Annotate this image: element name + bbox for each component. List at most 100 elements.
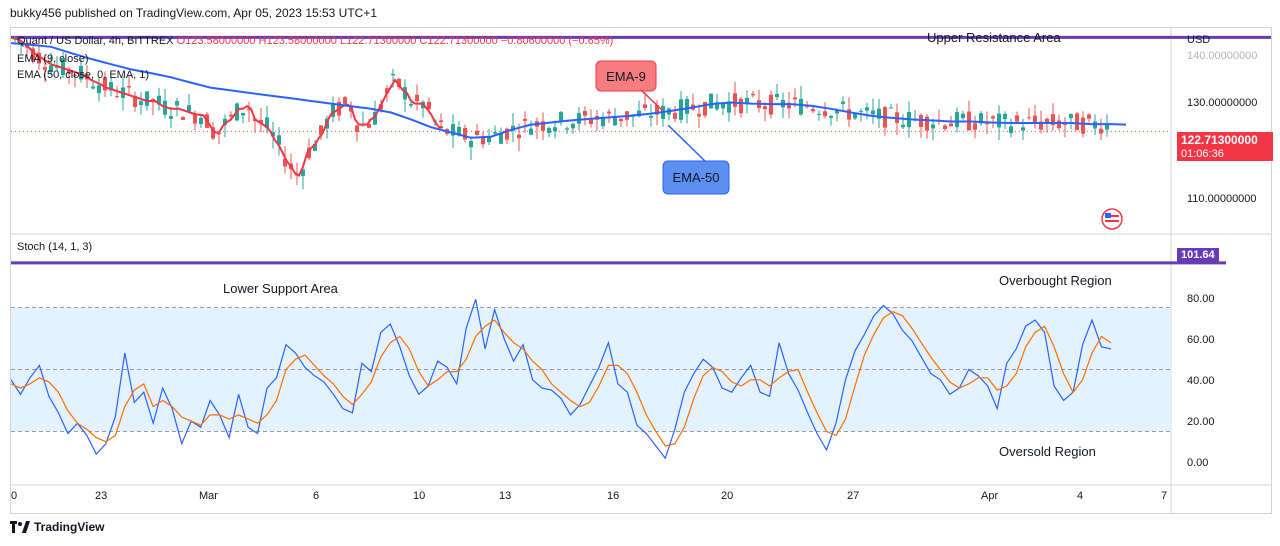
ema50-callout-text: EMA-50 xyxy=(673,170,720,185)
candle-body xyxy=(373,111,377,125)
ema9-legend[interactable]: EMA (9, close) xyxy=(17,53,89,65)
candle-body xyxy=(61,57,65,76)
tradingview-logo-icon xyxy=(10,521,30,533)
candle-body xyxy=(505,128,509,140)
us-flag-stripe xyxy=(1105,215,1119,217)
time-tick: Apr xyxy=(981,490,999,502)
stoch-tick-0: 0.00 xyxy=(1187,457,1209,469)
candle-body xyxy=(181,117,185,120)
candle-body xyxy=(475,130,479,136)
candle-body xyxy=(865,107,869,111)
candle-body xyxy=(1087,114,1091,119)
ema50-line xyxy=(11,42,1127,139)
candle-body xyxy=(283,158,287,167)
currency-label: USD xyxy=(1187,34,1211,46)
candle-body xyxy=(649,115,653,118)
candle-body xyxy=(31,48,35,61)
candle-body xyxy=(403,87,407,100)
candle-body xyxy=(217,132,221,135)
candle-body xyxy=(355,125,359,132)
candle-body xyxy=(655,105,659,115)
candle-body xyxy=(931,124,935,129)
candle-body xyxy=(463,128,467,140)
ema9-callout-box xyxy=(595,60,657,92)
candle-body xyxy=(67,69,71,74)
stoch-tick-40: 40.00 xyxy=(1187,375,1215,387)
candle-body xyxy=(385,88,389,94)
ema9-line xyxy=(11,36,443,178)
candle-body xyxy=(97,85,101,94)
published-caption: bukky456 published on TradingView.com, A… xyxy=(10,6,378,20)
candle-body xyxy=(547,128,551,133)
price-tick-130: 130.00000000 xyxy=(1187,97,1258,109)
stoch-tick-80: 80.00 xyxy=(1187,293,1215,305)
candle-body xyxy=(949,123,953,127)
candle-body xyxy=(919,114,923,128)
price-tick-110: 110.00000000 xyxy=(1187,193,1257,205)
stoch-tick-60: 60.00 xyxy=(1187,334,1215,346)
candle-body xyxy=(427,101,431,110)
last-price-tag: 122.71300000 xyxy=(1177,132,1273,148)
stoch-legend[interactable]: Stoch (14, 1, 3) xyxy=(17,241,93,253)
candle-body xyxy=(103,77,107,91)
candle-body xyxy=(673,112,677,119)
candle-body xyxy=(319,125,323,135)
candle-body xyxy=(1069,113,1073,119)
candle-body xyxy=(721,103,725,109)
footer-brand[interactable]: TradingView xyxy=(34,520,105,534)
candle-body xyxy=(1099,128,1103,134)
candle-body xyxy=(739,98,743,114)
candle-body xyxy=(1045,118,1049,123)
candle-body xyxy=(877,108,881,119)
candle-body xyxy=(175,101,179,106)
candle-body xyxy=(127,86,131,88)
candle-body xyxy=(487,136,491,143)
candle-body xyxy=(223,118,227,125)
candle-body xyxy=(997,113,1001,128)
candle-body xyxy=(991,116,995,119)
candle-body xyxy=(1075,113,1079,131)
candle-body xyxy=(775,93,779,98)
candle-body xyxy=(1051,114,1055,126)
candle-body xyxy=(811,108,815,112)
candle-body xyxy=(115,96,119,98)
time-tick: 13 xyxy=(499,490,512,502)
candle-body xyxy=(1021,127,1025,131)
resistance-price-label: 140.00000000 xyxy=(1187,50,1258,62)
candle-body xyxy=(517,134,521,139)
candle-body xyxy=(943,125,947,130)
candle-body xyxy=(727,101,731,113)
candle-body xyxy=(301,169,305,177)
candle-body xyxy=(259,119,263,124)
candle-body xyxy=(553,127,557,132)
candle-body xyxy=(277,135,281,145)
candle-body xyxy=(751,93,755,96)
candle-body xyxy=(703,101,707,116)
ema9-callout-text: EMA-9 xyxy=(606,69,646,84)
lower-support-label: Lower Support Area xyxy=(223,281,338,296)
time-tick: 23 xyxy=(95,490,108,502)
candle-body xyxy=(481,137,485,145)
candle-body xyxy=(637,110,641,117)
candle-body xyxy=(871,110,875,115)
candle-body xyxy=(79,65,83,80)
symbol-name: Quant / US Dollar, 4h, BITTREX xyxy=(17,35,174,47)
candle-body xyxy=(847,109,851,120)
candle-body xyxy=(469,140,473,148)
ema50-legend[interactable]: EMA (50, close, 0, EMA, 1) xyxy=(17,69,150,81)
candle-body xyxy=(457,126,461,136)
ohlc-values: O123.58000000 H123.58000000 L122.7130000… xyxy=(176,35,614,47)
candle-body xyxy=(823,111,827,117)
candle-body xyxy=(1039,121,1043,130)
candle-body xyxy=(805,106,809,108)
candle-body xyxy=(415,94,419,102)
candle-body xyxy=(1063,123,1067,125)
chart-canvas[interactable]: EMA-9 EMA-50 xyxy=(11,28,1271,513)
candle-body xyxy=(511,125,515,131)
candle-body xyxy=(979,113,983,124)
candle-body xyxy=(241,112,245,116)
ema50-callout-box xyxy=(662,160,730,195)
candle-body xyxy=(499,133,503,144)
candle-body xyxy=(43,67,47,70)
candle-body xyxy=(685,98,689,114)
